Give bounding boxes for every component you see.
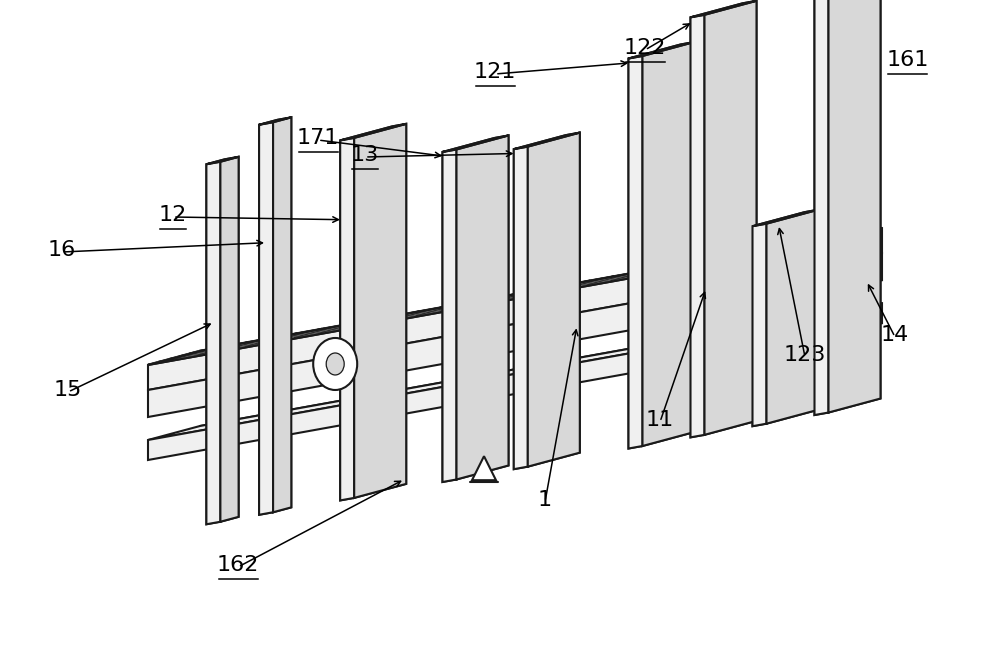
Polygon shape bbox=[514, 133, 580, 149]
Polygon shape bbox=[259, 117, 291, 125]
Polygon shape bbox=[273, 117, 291, 512]
Polygon shape bbox=[528, 133, 580, 467]
Polygon shape bbox=[767, 210, 818, 424]
Polygon shape bbox=[200, 303, 882, 446]
Polygon shape bbox=[753, 210, 818, 226]
Text: 122: 122 bbox=[624, 38, 666, 58]
Polygon shape bbox=[148, 267, 830, 417]
Polygon shape bbox=[690, 1, 757, 17]
Text: 121: 121 bbox=[474, 62, 516, 82]
Polygon shape bbox=[206, 157, 239, 164]
Text: 11: 11 bbox=[646, 410, 674, 430]
Polygon shape bbox=[629, 42, 694, 58]
Polygon shape bbox=[442, 135, 509, 152]
Polygon shape bbox=[629, 56, 642, 448]
Text: 14: 14 bbox=[881, 325, 909, 345]
Polygon shape bbox=[442, 149, 456, 482]
Polygon shape bbox=[690, 15, 704, 438]
Polygon shape bbox=[456, 135, 509, 479]
Polygon shape bbox=[472, 456, 496, 480]
Polygon shape bbox=[220, 157, 239, 522]
Polygon shape bbox=[629, 56, 642, 448]
Text: 162: 162 bbox=[217, 555, 259, 575]
Polygon shape bbox=[456, 135, 509, 479]
Ellipse shape bbox=[326, 353, 344, 375]
Polygon shape bbox=[690, 1, 757, 17]
Text: 1: 1 bbox=[538, 490, 552, 510]
Polygon shape bbox=[629, 42, 694, 58]
Text: 13: 13 bbox=[351, 145, 379, 165]
Polygon shape bbox=[814, 0, 828, 415]
Polygon shape bbox=[148, 317, 830, 460]
Polygon shape bbox=[206, 162, 220, 524]
Text: 161: 161 bbox=[887, 50, 929, 70]
Polygon shape bbox=[200, 228, 882, 376]
Polygon shape bbox=[704, 1, 757, 435]
Polygon shape bbox=[259, 122, 273, 514]
Text: 12: 12 bbox=[159, 205, 187, 225]
Polygon shape bbox=[148, 242, 830, 390]
Polygon shape bbox=[340, 124, 406, 141]
Polygon shape bbox=[642, 42, 694, 446]
Ellipse shape bbox=[313, 338, 357, 390]
Polygon shape bbox=[828, 0, 880, 412]
Polygon shape bbox=[148, 303, 882, 440]
Text: 171: 171 bbox=[297, 128, 339, 148]
Polygon shape bbox=[206, 157, 239, 164]
Polygon shape bbox=[259, 117, 291, 125]
Polygon shape bbox=[753, 223, 767, 426]
Polygon shape bbox=[340, 124, 406, 141]
Polygon shape bbox=[259, 122, 273, 514]
Polygon shape bbox=[220, 157, 239, 522]
Polygon shape bbox=[273, 117, 291, 512]
Polygon shape bbox=[340, 138, 354, 501]
Polygon shape bbox=[200, 253, 882, 403]
Polygon shape bbox=[148, 228, 882, 365]
Polygon shape bbox=[354, 124, 406, 498]
Polygon shape bbox=[354, 124, 406, 498]
Polygon shape bbox=[828, 0, 880, 412]
Text: 123: 123 bbox=[784, 345, 826, 365]
Polygon shape bbox=[528, 133, 580, 467]
Polygon shape bbox=[753, 210, 818, 226]
Polygon shape bbox=[514, 147, 528, 469]
Polygon shape bbox=[753, 223, 767, 426]
Polygon shape bbox=[767, 210, 818, 424]
Polygon shape bbox=[814, 0, 828, 415]
Polygon shape bbox=[340, 138, 354, 501]
Polygon shape bbox=[690, 15, 704, 438]
Text: 16: 16 bbox=[48, 240, 76, 260]
Polygon shape bbox=[704, 1, 757, 435]
Polygon shape bbox=[442, 149, 456, 482]
Polygon shape bbox=[442, 135, 509, 152]
Polygon shape bbox=[514, 147, 528, 469]
Polygon shape bbox=[148, 253, 882, 390]
Polygon shape bbox=[642, 42, 694, 446]
Text: 15: 15 bbox=[54, 380, 82, 400]
Polygon shape bbox=[206, 162, 220, 524]
Polygon shape bbox=[514, 133, 580, 149]
